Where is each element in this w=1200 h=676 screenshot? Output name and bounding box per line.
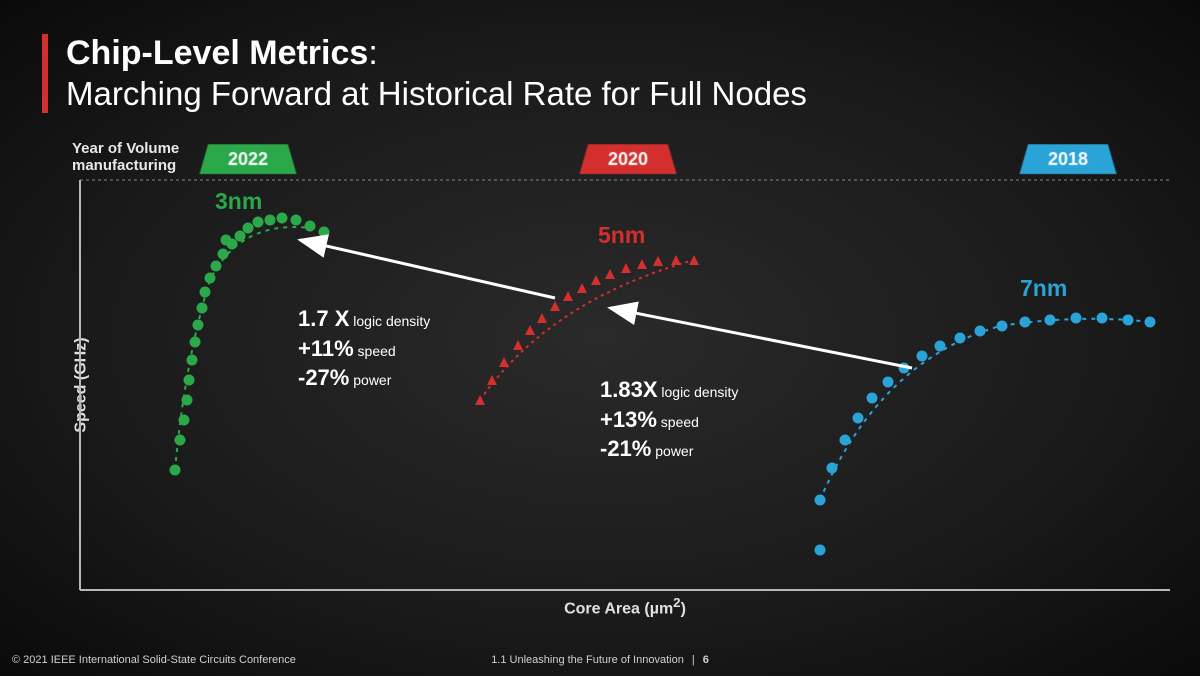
title-line-1: Chip-Level Metrics: <box>66 34 807 73</box>
data-point-7nm <box>917 351 928 362</box>
data-point-3nm <box>291 215 302 226</box>
data-point-3nm <box>218 249 229 260</box>
data-point-3nm <box>182 395 193 406</box>
trend-curve-7nm <box>820 319 1150 500</box>
data-point-7nm <box>997 321 1008 332</box>
data-point-7nm <box>853 413 864 424</box>
data-point-7nm <box>815 495 826 506</box>
data-point-3nm <box>175 435 186 446</box>
chart-svg <box>80 180 1170 590</box>
footer-separator: | <box>692 654 695 666</box>
data-point-3nm <box>187 355 198 366</box>
data-point-3nm <box>235 231 246 242</box>
data-point-3nm <box>184 375 195 386</box>
data-point-5nm <box>537 313 547 323</box>
data-point-3nm <box>243 223 254 234</box>
data-point-5nm <box>563 291 573 301</box>
data-point-7nm <box>1097 313 1108 324</box>
data-point-7nm <box>975 326 986 337</box>
data-point-5nm <box>513 340 523 350</box>
year-tab-2020: 2020 <box>579 144 676 174</box>
data-point-3nm <box>305 221 316 232</box>
title-subtitle: Marching Forward at Historical Rate for … <box>66 75 807 113</box>
data-point-3nm <box>253 217 264 228</box>
slide-footer: © 2021 IEEE International Solid-State Ci… <box>0 654 1200 666</box>
data-point-5nm <box>605 269 615 279</box>
data-point-5nm <box>525 325 535 335</box>
title-bold: Chip-Level Metrics <box>66 34 368 72</box>
slide-title-block: Chip-Level Metrics: Marching Forward at … <box>42 34 807 113</box>
data-point-3nm <box>190 337 201 348</box>
data-point-3nm <box>170 465 181 476</box>
data-point-7nm <box>1145 317 1156 328</box>
year-tab-2018: 2018 <box>1019 144 1116 174</box>
data-point-3nm <box>200 287 211 298</box>
data-point-7nm <box>1071 313 1082 324</box>
data-point-5nm <box>550 301 560 311</box>
footer-section: 1.1 Unleashing the Future of Innovation <box>491 654 684 666</box>
data-point-7nm <box>1045 315 1056 326</box>
data-point-3nm <box>211 261 222 272</box>
year-of-volume-label: Year of Volume manufacturing <box>72 140 179 175</box>
trend-curve-5nm <box>480 260 694 400</box>
footer-center: 1.1 Unleashing the Future of Innovation … <box>491 654 709 666</box>
data-point-5nm <box>621 263 631 273</box>
data-point-5nm <box>591 275 601 285</box>
data-point-5nm <box>487 375 497 385</box>
data-point-3nm <box>193 320 204 331</box>
data-point-3nm <box>179 415 190 426</box>
data-point-3nm <box>319 227 330 238</box>
transition-arrow-0 <box>300 240 555 298</box>
title-colon: : <box>368 34 377 72</box>
data-point-3nm <box>197 303 208 314</box>
data-point-3nm <box>227 239 238 250</box>
data-point-7nm <box>955 333 966 344</box>
data-point-5nm <box>671 255 681 265</box>
data-point-7nm <box>867 393 878 404</box>
data-point-7nm <box>935 341 946 352</box>
trend-curve-3nm <box>175 227 310 470</box>
data-point-5nm <box>689 255 699 265</box>
data-point-5nm <box>577 283 587 293</box>
data-point-5nm <box>653 256 663 266</box>
data-point-7nm <box>840 435 851 446</box>
data-point-3nm <box>265 215 276 226</box>
data-point-7nm <box>883 377 894 388</box>
data-point-5nm <box>475 395 485 405</box>
transition-arrow-1 <box>610 308 912 368</box>
year-tab-2022: 2022 <box>199 144 296 174</box>
data-point-7nm <box>1020 317 1031 328</box>
data-point-3nm <box>277 213 288 224</box>
chart-area: Year of Volume manufacturing Speed (GHz)… <box>80 180 1170 590</box>
x-axis-label: Core Area (µm2) <box>564 595 686 618</box>
footer-page-number: 6 <box>703 654 709 666</box>
data-point-7nm <box>815 545 826 556</box>
data-point-7nm <box>1123 315 1134 326</box>
data-point-3nm <box>205 273 216 284</box>
footer-copyright: © 2021 IEEE International Solid-State Ci… <box>0 654 296 666</box>
data-point-5nm <box>499 357 509 367</box>
data-point-5nm <box>637 259 647 269</box>
data-point-7nm <box>827 463 838 474</box>
